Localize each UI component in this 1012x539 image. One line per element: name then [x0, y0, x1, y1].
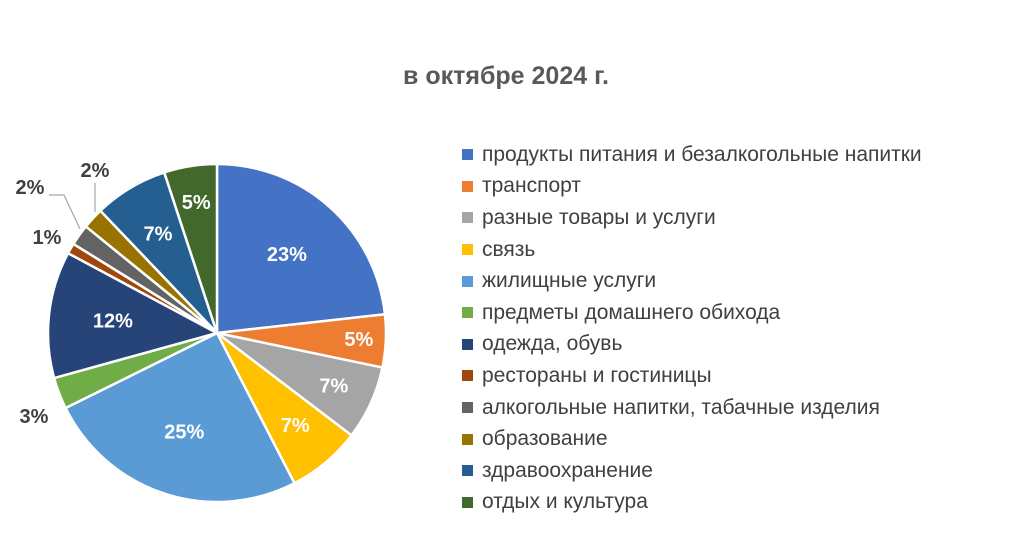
slice-data-label: 7% [319, 375, 348, 397]
legend-item: связь [462, 234, 922, 266]
legend-item: предметы домашнего обихода [462, 297, 922, 329]
legend-item: продукты питания и безалкогольные напитк… [462, 139, 922, 171]
legend-label: одежда, обувь [482, 332, 623, 356]
slice-data-label: 25% [164, 422, 204, 444]
slice-data-label: 23% [267, 244, 307, 266]
legend-item: отдых и культура [462, 487, 922, 519]
legend-label: предметы домашнего обихода [482, 300, 781, 324]
legend-swatch [462, 402, 473, 414]
slice-data-label: 2% [16, 177, 45, 199]
slice-data-label: 1% [33, 227, 62, 249]
legend-item: алкогольные напитки, табачные изделия [462, 392, 922, 424]
legend-label: транспорт [482, 174, 581, 198]
slice-data-label: 7% [144, 223, 173, 245]
legend-label: связь [482, 237, 536, 261]
legend-swatch [462, 338, 473, 350]
slice-data-label: 7% [281, 415, 310, 437]
slice-data-label: 5% [182, 192, 211, 214]
legend-label: разные товары и услуги [482, 205, 716, 229]
legend-label: рестораны и гостиницы [482, 363, 712, 387]
legend-label: здравоохранение [482, 458, 653, 482]
legend-swatch [462, 275, 473, 287]
legend-label: жилищные услуги [482, 269, 657, 293]
legend-swatch [462, 433, 473, 445]
legend-label: алкогольные напитки, табачные изделия [482, 395, 880, 419]
legend-item: образование [462, 423, 922, 455]
legend-item: одежда, обувь [462, 329, 922, 361]
label-leader-line [49, 194, 81, 230]
slice-data-label: 12% [93, 310, 133, 332]
legend-swatch [462, 212, 473, 224]
legend-item: транспорт [462, 171, 922, 203]
pie-slice [46, 251, 219, 380]
legend-swatch [462, 244, 473, 256]
slice-data-label: 5% [344, 329, 373, 351]
slice-data-label: 2% [81, 160, 110, 182]
legend-item: разные товары и услуги [462, 202, 922, 234]
legend-swatch [462, 149, 473, 161]
legend-label: образование [482, 427, 608, 451]
legend-item: рестораны и гостиницы [462, 360, 922, 392]
legend-label: отдых и культура [482, 490, 648, 514]
legend-swatch [462, 307, 473, 319]
legend-item: жилищные услуги [462, 265, 922, 297]
legend-swatch [462, 465, 473, 477]
legend-swatch [462, 370, 473, 382]
chart-legend: продукты питания и безалкогольные напитк… [462, 139, 922, 518]
pie-slice [64, 331, 296, 504]
pie-slice [215, 162, 387, 335]
pie-slice [163, 162, 219, 335]
legend-swatch [462, 496, 473, 508]
legend-label: продукты питания и безалкогольные напитк… [482, 142, 922, 166]
chart-title: в октябре 2024 г. [403, 62, 609, 90]
legend-item: здравоохранение [462, 455, 922, 487]
slice-data-label: 3% [20, 406, 49, 428]
legend-swatch [462, 180, 473, 192]
